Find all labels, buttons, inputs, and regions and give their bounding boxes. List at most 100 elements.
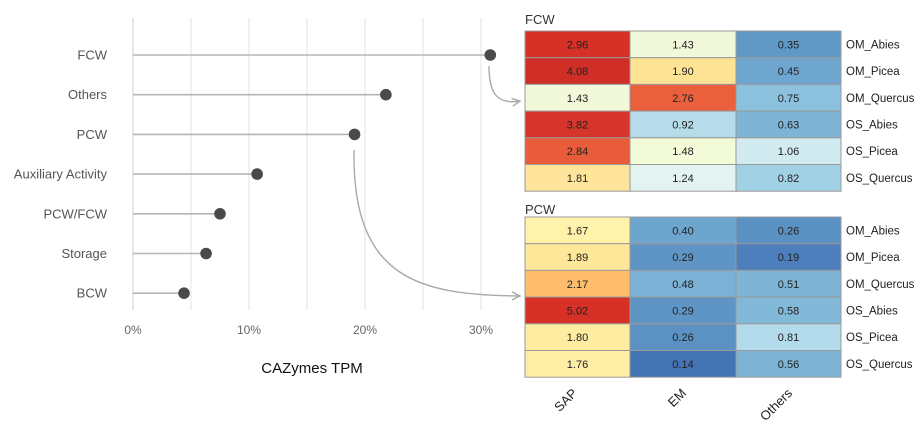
lollipop-dot <box>348 128 361 141</box>
lollipop-category-labels: FCW Others PCW Auxiliary Activity PCW/FCW Sto… <box>14 48 108 301</box>
category-label: PCW <box>77 127 108 142</box>
heatmap-cell-value: 1.80 <box>567 332 588 344</box>
heatmap-fcw-title: FCW <box>525 12 555 27</box>
heatmap-column-label: SAP <box>551 386 580 415</box>
heatmap-cell <box>524 110 631 139</box>
heatmap-cell-value: 1.89 <box>567 252 588 264</box>
lollipop-chart: FCW Others PCW Auxiliary Activity PCW/FCW Sto… <box>14 18 497 377</box>
category-label: Others <box>68 87 108 102</box>
heatmap-cell <box>735 137 842 166</box>
heatmap-fcw: FCW 2.96 1.43 0.35 4.08 1.90 0.45 1.43 2.76 0.75… <box>524 12 915 192</box>
lollipop-tick-labels: 0% 10% 20% 30% <box>124 323 493 337</box>
heatmap-fcw-cells: 2.96 1.43 0.35 4.08 1.90 0.45 1.43 2.76 0.75 3.82… <box>524 30 842 192</box>
x-tick-label: 30% <box>469 323 493 337</box>
heatmap-cell-value: 0.35 <box>778 39 799 51</box>
heatmap-cell-value: 0.56 <box>778 359 799 371</box>
heatmap-cell <box>629 83 737 112</box>
heatmap-cell-value: 1.67 <box>567 225 588 237</box>
heatmap-cell-value: 0.81 <box>778 332 799 344</box>
heatmap-cell-value: 3.82 <box>567 119 588 131</box>
heatmap-cell-value: 0.51 <box>778 279 799 291</box>
heatmap-row-label: OM_Abies <box>846 39 900 51</box>
heatmap-column-label: EM <box>665 386 689 410</box>
heatmap-pcw-cells: 1.67 0.40 0.26 1.89 0.29 0.19 2.17 0.48 0.51 5.02… <box>524 216 842 378</box>
heatmap-cell-value: 0.26 <box>672 332 693 344</box>
lollipop-dot <box>178 287 190 300</box>
heatmap-cell-value: 0.82 <box>778 173 799 185</box>
heatmap-cell <box>629 350 737 378</box>
heatmap-cell-value: 1.90 <box>672 66 693 78</box>
heatmap-cell-value: 2.76 <box>672 93 693 105</box>
heatmap-pcw-title: PCW <box>525 202 556 217</box>
connector-arrow-pcw <box>353 149 520 296</box>
category-label: PCW/FCW <box>43 206 107 221</box>
heatmap-cell <box>735 269 842 298</box>
heatmap-cell-value: 1.76 <box>567 359 588 371</box>
heatmap-cell-value: 0.63 <box>778 119 799 131</box>
heatmap-row-label: OS_Picea <box>846 146 898 158</box>
heatmap-cell-value: 1.43 <box>672 39 693 51</box>
heatmap-cell <box>629 110 737 139</box>
heatmap-cell-value: 4.08 <box>567 66 588 78</box>
heatmap-cell <box>629 269 737 298</box>
heatmap-cell <box>524 296 631 325</box>
heatmap-row-label: OS_Quercus <box>846 173 913 185</box>
category-label: FCW <box>77 48 107 63</box>
heatmap-row-label: OS_Abies <box>846 119 898 131</box>
category-label: Storage <box>61 246 107 261</box>
lollipop-dot <box>200 247 212 260</box>
lollipop-gridlines <box>132 18 482 310</box>
heatmap-cell <box>735 216 842 245</box>
heatmap-cell <box>629 243 737 271</box>
heatmap-cell-value: 1.48 <box>672 146 693 158</box>
heatmap-row-label: OM_Quercus <box>846 279 915 291</box>
heatmap-cell <box>735 350 842 378</box>
heatmap-cell-value: 5.02 <box>567 305 588 317</box>
connector-arrows <box>353 65 520 296</box>
lollipop-x-axis-title: CAZymes TPM <box>261 360 362 377</box>
x-tick-label: 10% <box>237 323 261 337</box>
lollipop-dot <box>380 88 392 101</box>
heatmap-fcw-row-labels: OM_Abies OM_Picea OM_Quercus OS_Abies OS_Pic… <box>846 39 915 185</box>
heatmap-cell <box>629 164 737 192</box>
heatmap-cell-value: 0.40 <box>672 225 693 237</box>
heatmap-cell-value: 0.29 <box>672 252 693 264</box>
heatmap-cell <box>524 269 631 298</box>
heatmap-cell-value: 0.45 <box>778 66 799 78</box>
heatmap-cell-value: 2.17 <box>567 279 588 291</box>
x-tick-label: 0% <box>124 323 142 337</box>
heatmap-row-label: OM_Picea <box>846 252 900 264</box>
heatmap-cell <box>735 164 842 192</box>
heatmap-cell <box>735 83 842 112</box>
heatmap-cell <box>735 323 842 351</box>
heatmap-cell <box>735 110 842 139</box>
category-label: BCW <box>77 286 108 301</box>
lollipop-dot <box>214 208 226 220</box>
heatmap-cell-value: 2.84 <box>567 146 588 158</box>
lollipop-marks <box>133 49 497 300</box>
heatmap-cell-value: 0.48 <box>672 279 693 291</box>
category-label: Auxiliary Activity <box>14 167 108 182</box>
lollipop-dot <box>251 168 263 180</box>
heatmap-cell <box>735 296 842 325</box>
heatmap-cell <box>524 350 631 378</box>
heatmap-cell-value: 2.96 <box>567 39 588 51</box>
heatmap-row-label: OM_Picea <box>846 66 900 78</box>
heatmap-row-label: OM_Quercus <box>846 93 915 105</box>
heatmap-cell-value: 0.26 <box>778 225 799 237</box>
heatmap-cell-value: 0.14 <box>672 359 693 371</box>
heatmap-row-label: OM_Abies <box>846 225 900 237</box>
heatmap-cell <box>524 164 631 192</box>
heatmap-cell-value: 0.19 <box>778 252 799 264</box>
heatmap-cell <box>524 323 631 351</box>
heatmap-column-labels: SAP EM Others <box>551 385 795 423</box>
heatmap-cell-value: 0.75 <box>778 93 799 105</box>
heatmap-row-label: OS_Picea <box>846 332 898 344</box>
heatmap-cell-value: 1.06 <box>778 146 799 158</box>
heatmap-pcw: PCW 1.67 0.40 0.26 1.89 0.29 0.19 2.17 0.48 0.51… <box>524 202 915 378</box>
heatmap-cell <box>735 30 842 59</box>
lollipop-dot <box>484 49 497 61</box>
connector-arrow-fcw <box>488 65 520 102</box>
heatmap-cell-value: 0.92 <box>672 119 693 131</box>
heatmap-cell <box>524 83 631 112</box>
